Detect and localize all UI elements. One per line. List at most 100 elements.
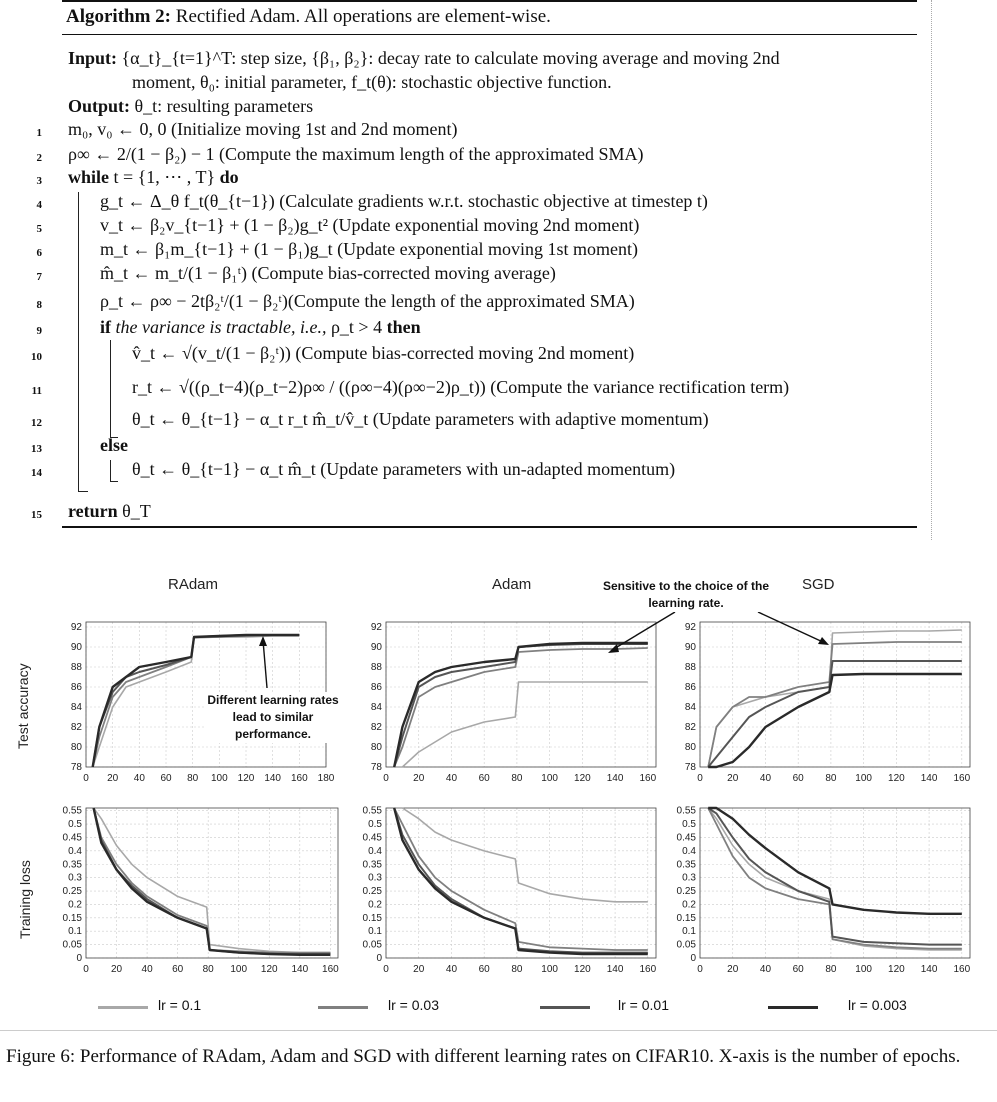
line-number: 8 <box>36 299 43 311</box>
title-rule <box>62 34 917 35</box>
ytick-label: 0.05 <box>63 940 83 951</box>
else-block-end <box>110 481 118 482</box>
ytick-label: 0.4 <box>682 846 696 857</box>
xtick-label: 80 <box>825 773 837 784</box>
ytick-label: 0.05 <box>363 940 383 951</box>
ytick-label: 0.35 <box>63 859 83 870</box>
ytick-label: 80 <box>371 742 383 753</box>
input-label: Input: <box>68 48 118 68</box>
ytick-label: 0.15 <box>363 913 383 924</box>
algorithm-title-label: Algorithm 2: <box>66 6 172 27</box>
xtick-label: 80 <box>825 964 837 975</box>
ytick-label: 0.2 <box>368 899 382 910</box>
algorithm-line-12: 12 θ_t ← θ_{t−1} − α_t r_t m̂_t/v̂_t (Upd… <box>31 408 709 430</box>
series-line-lr---0.003 <box>92 807 331 956</box>
algorithm-line-2: 2 ρ∞ ← 2/(1 − β₂) − 1 (Compute the maximu… <box>37 143 644 165</box>
xtick-label: 120 <box>238 773 255 784</box>
plot-frame <box>85 807 339 959</box>
line-number: 13 <box>31 443 42 455</box>
xtick-label: 160 <box>639 773 656 784</box>
series-line-lr---0.003 <box>393 807 648 956</box>
algorithm-line-5: 5 v_t ← β₂v_{t−1} + (1 − β₂)g_t² (Update … <box>37 214 640 236</box>
ytick-label: 0.55 <box>363 806 383 817</box>
xtick-label: 100 <box>230 964 247 975</box>
if-block-end <box>110 437 118 438</box>
algorithm-line-13: 13 else <box>31 434 128 456</box>
ytick-label: 0.2 <box>682 899 696 910</box>
series-line-lr---0.003 <box>708 806 962 915</box>
ytick-label: 90 <box>685 642 697 653</box>
ytick-label: 0.3 <box>68 873 82 884</box>
line-number: 2 <box>36 152 43 164</box>
algorithm-line-10: 10 v̂_t ← √(v_t/(1 − β₂ᵗ)) (Compute bias-… <box>31 342 634 364</box>
line-number: 1 <box>36 127 43 139</box>
ytick-label: 0.05 <box>677 940 697 951</box>
arrowhead-radam <box>259 636 267 646</box>
algorithm-line-6: 6 m_t ← β₁m_{t−1} + (1 − β₁)g_t (Update e… <box>37 238 639 260</box>
ytick-label: 0.5 <box>682 819 696 830</box>
xtick-label: 120 <box>574 773 591 784</box>
xtick-label: 120 <box>574 964 591 975</box>
line-text: m̂_t ← m_t/(1 − β₁ᵗ) (Compute bias-corre… <box>100 263 556 283</box>
arrow-sgd <box>757 611 826 644</box>
algorithm-line-7: 7 m̂_t ← m_t/(1 − β₁ᵗ) (Compute bias-corr… <box>37 262 556 284</box>
ytick-label: 0.1 <box>68 926 82 937</box>
xtick-label: 40 <box>760 773 772 784</box>
ytick-label: 0.45 <box>363 832 383 843</box>
xtick-label: 160 <box>953 964 970 975</box>
ytick-label: 0.2 <box>68 899 82 910</box>
xtick-label: 100 <box>541 964 558 975</box>
ytick-label: 0.25 <box>677 886 697 897</box>
xtick-label: 80 <box>187 773 199 784</box>
xtick-label: 140 <box>921 773 938 784</box>
line-kw2: do <box>219 167 239 187</box>
ytick-label: 0.45 <box>677 832 697 843</box>
line-number: 3 <box>36 175 43 187</box>
ytick-label: 0 <box>76 953 82 964</box>
input-line-2: moment, θ₀: initial parameter, f_t(θ): s… <box>132 71 612 93</box>
xtick-label: 40 <box>760 964 772 975</box>
series-line-lr---0.003 <box>708 672 962 769</box>
line-number: 6 <box>36 247 43 259</box>
line-kw: while <box>68 167 110 187</box>
line-text: θ_t ← θ_{t−1} − α_t m̂_t (Update paramet… <box>132 459 676 479</box>
legend-label: lr = 0.003 <box>848 997 907 1013</box>
else-block-bar <box>110 460 111 482</box>
xtick-label: 60 <box>479 964 491 975</box>
ytick-label: 0.1 <box>682 926 696 937</box>
xtick-label: 140 <box>921 964 938 975</box>
xtick-label: 20 <box>111 964 123 975</box>
ytick-label: 84 <box>685 702 697 713</box>
legend-label: lr = 0.03 <box>388 997 439 1013</box>
plot-frame <box>385 621 657 768</box>
line-text: r_t ← √((ρ_t−4)(ρ_t−2)ρ∞ / ((ρ∞−4)(ρ∞−2)… <box>132 377 790 397</box>
xtick-label: 0 <box>83 773 89 784</box>
figure-caption: Figure 6: Performance of RAdam, Adam and… <box>6 1046 961 1067</box>
ytick-label: 92 <box>371 622 383 633</box>
input-text-2: moment, θ₀: initial parameter, f_t(θ): s… <box>132 72 612 92</box>
ytick-label: 82 <box>371 722 383 733</box>
line-number: 14 <box>31 467 42 479</box>
line-kw2: then <box>386 317 421 337</box>
xtick-label: 60 <box>793 773 805 784</box>
legend-label: lr = 0.1 <box>158 997 202 1013</box>
line-text: g_t ← Δ_θ f_t(θ_{t−1}) (Calculate gradie… <box>100 191 708 211</box>
line-number: 10 <box>31 351 42 363</box>
ytick-label: 0.55 <box>677 806 697 817</box>
xtick-label: 140 <box>607 964 624 975</box>
ytick-label: 92 <box>685 622 697 633</box>
xtick-label: 160 <box>953 773 970 784</box>
ytick-label: 88 <box>71 662 83 673</box>
ytick-label: 88 <box>371 662 383 673</box>
ytick-label: 86 <box>371 682 383 693</box>
xtick-label: 20 <box>727 964 739 975</box>
xtick-label: 80 <box>203 964 215 975</box>
ytick-label: 86 <box>71 682 83 693</box>
plot-frame <box>385 807 657 959</box>
line-number: 4 <box>36 199 43 211</box>
series-line-lr---0.1 <box>394 807 648 903</box>
xtick-label: 0 <box>383 964 389 975</box>
algorithm-title-text: Rectified Adam. All operations are eleme… <box>171 6 551 27</box>
xtick-label: 0 <box>697 773 703 784</box>
algorithm-line-9: 9 if the variance is tractable, i.e., ρ_t… <box>37 316 421 338</box>
